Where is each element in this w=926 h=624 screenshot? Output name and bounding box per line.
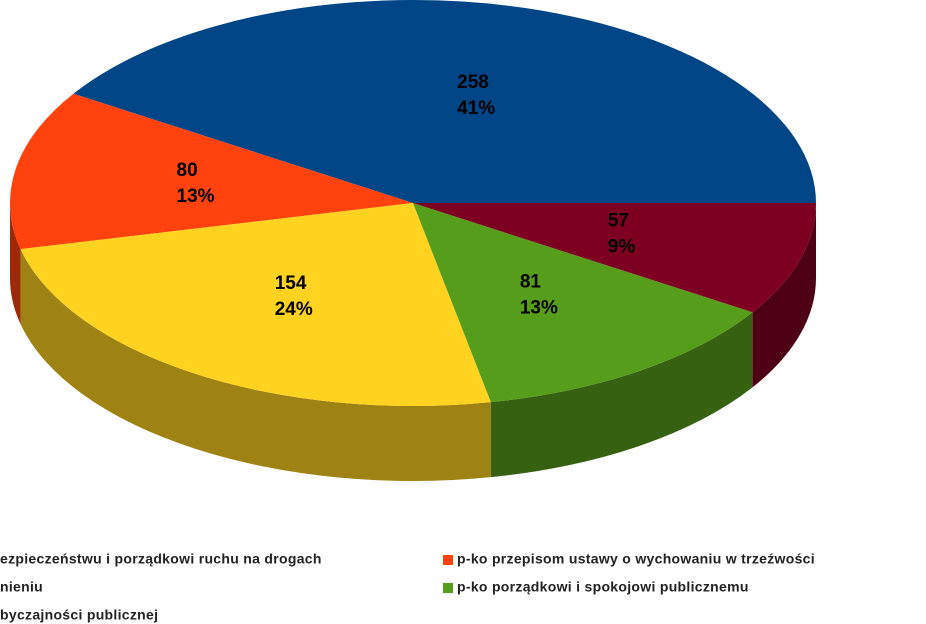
data-label: 41% bbox=[457, 98, 495, 119]
legend-label: byczajności publicznej bbox=[0, 607, 158, 623]
legend-label: nieniu bbox=[0, 579, 43, 595]
data-label: 13% bbox=[520, 297, 558, 318]
data-label: 57 bbox=[608, 210, 629, 231]
data-label: 24% bbox=[275, 299, 313, 320]
legend-swatch bbox=[443, 555, 453, 565]
slice-side bbox=[10, 203, 21, 325]
slice bbox=[413, 203, 816, 313]
slice-side bbox=[20, 249, 491, 481]
data-label: 81 bbox=[520, 271, 542, 292]
legend-label: ezpieczeństwu i porządkowi ruchu na drog… bbox=[0, 551, 322, 567]
slice-side bbox=[752, 203, 816, 388]
data-label: 154 bbox=[275, 273, 307, 294]
slice bbox=[413, 203, 753, 403]
legend-label: p-ko przepisom ustawy o wychowaniu w trz… bbox=[457, 551, 815, 567]
legend-swatch bbox=[443, 583, 453, 593]
data-label: 9% bbox=[608, 236, 636, 257]
legend-label: p-ko porządkowi i spokojowi publicznemu bbox=[457, 579, 749, 595]
slice bbox=[20, 203, 491, 406]
data-label: 258 bbox=[457, 72, 489, 93]
slice-side bbox=[490, 312, 753, 478]
data-label: 80 bbox=[177, 160, 198, 181]
slice bbox=[73, 0, 816, 203]
data-label: 13% bbox=[177, 186, 215, 207]
slice bbox=[9, 93, 414, 250]
